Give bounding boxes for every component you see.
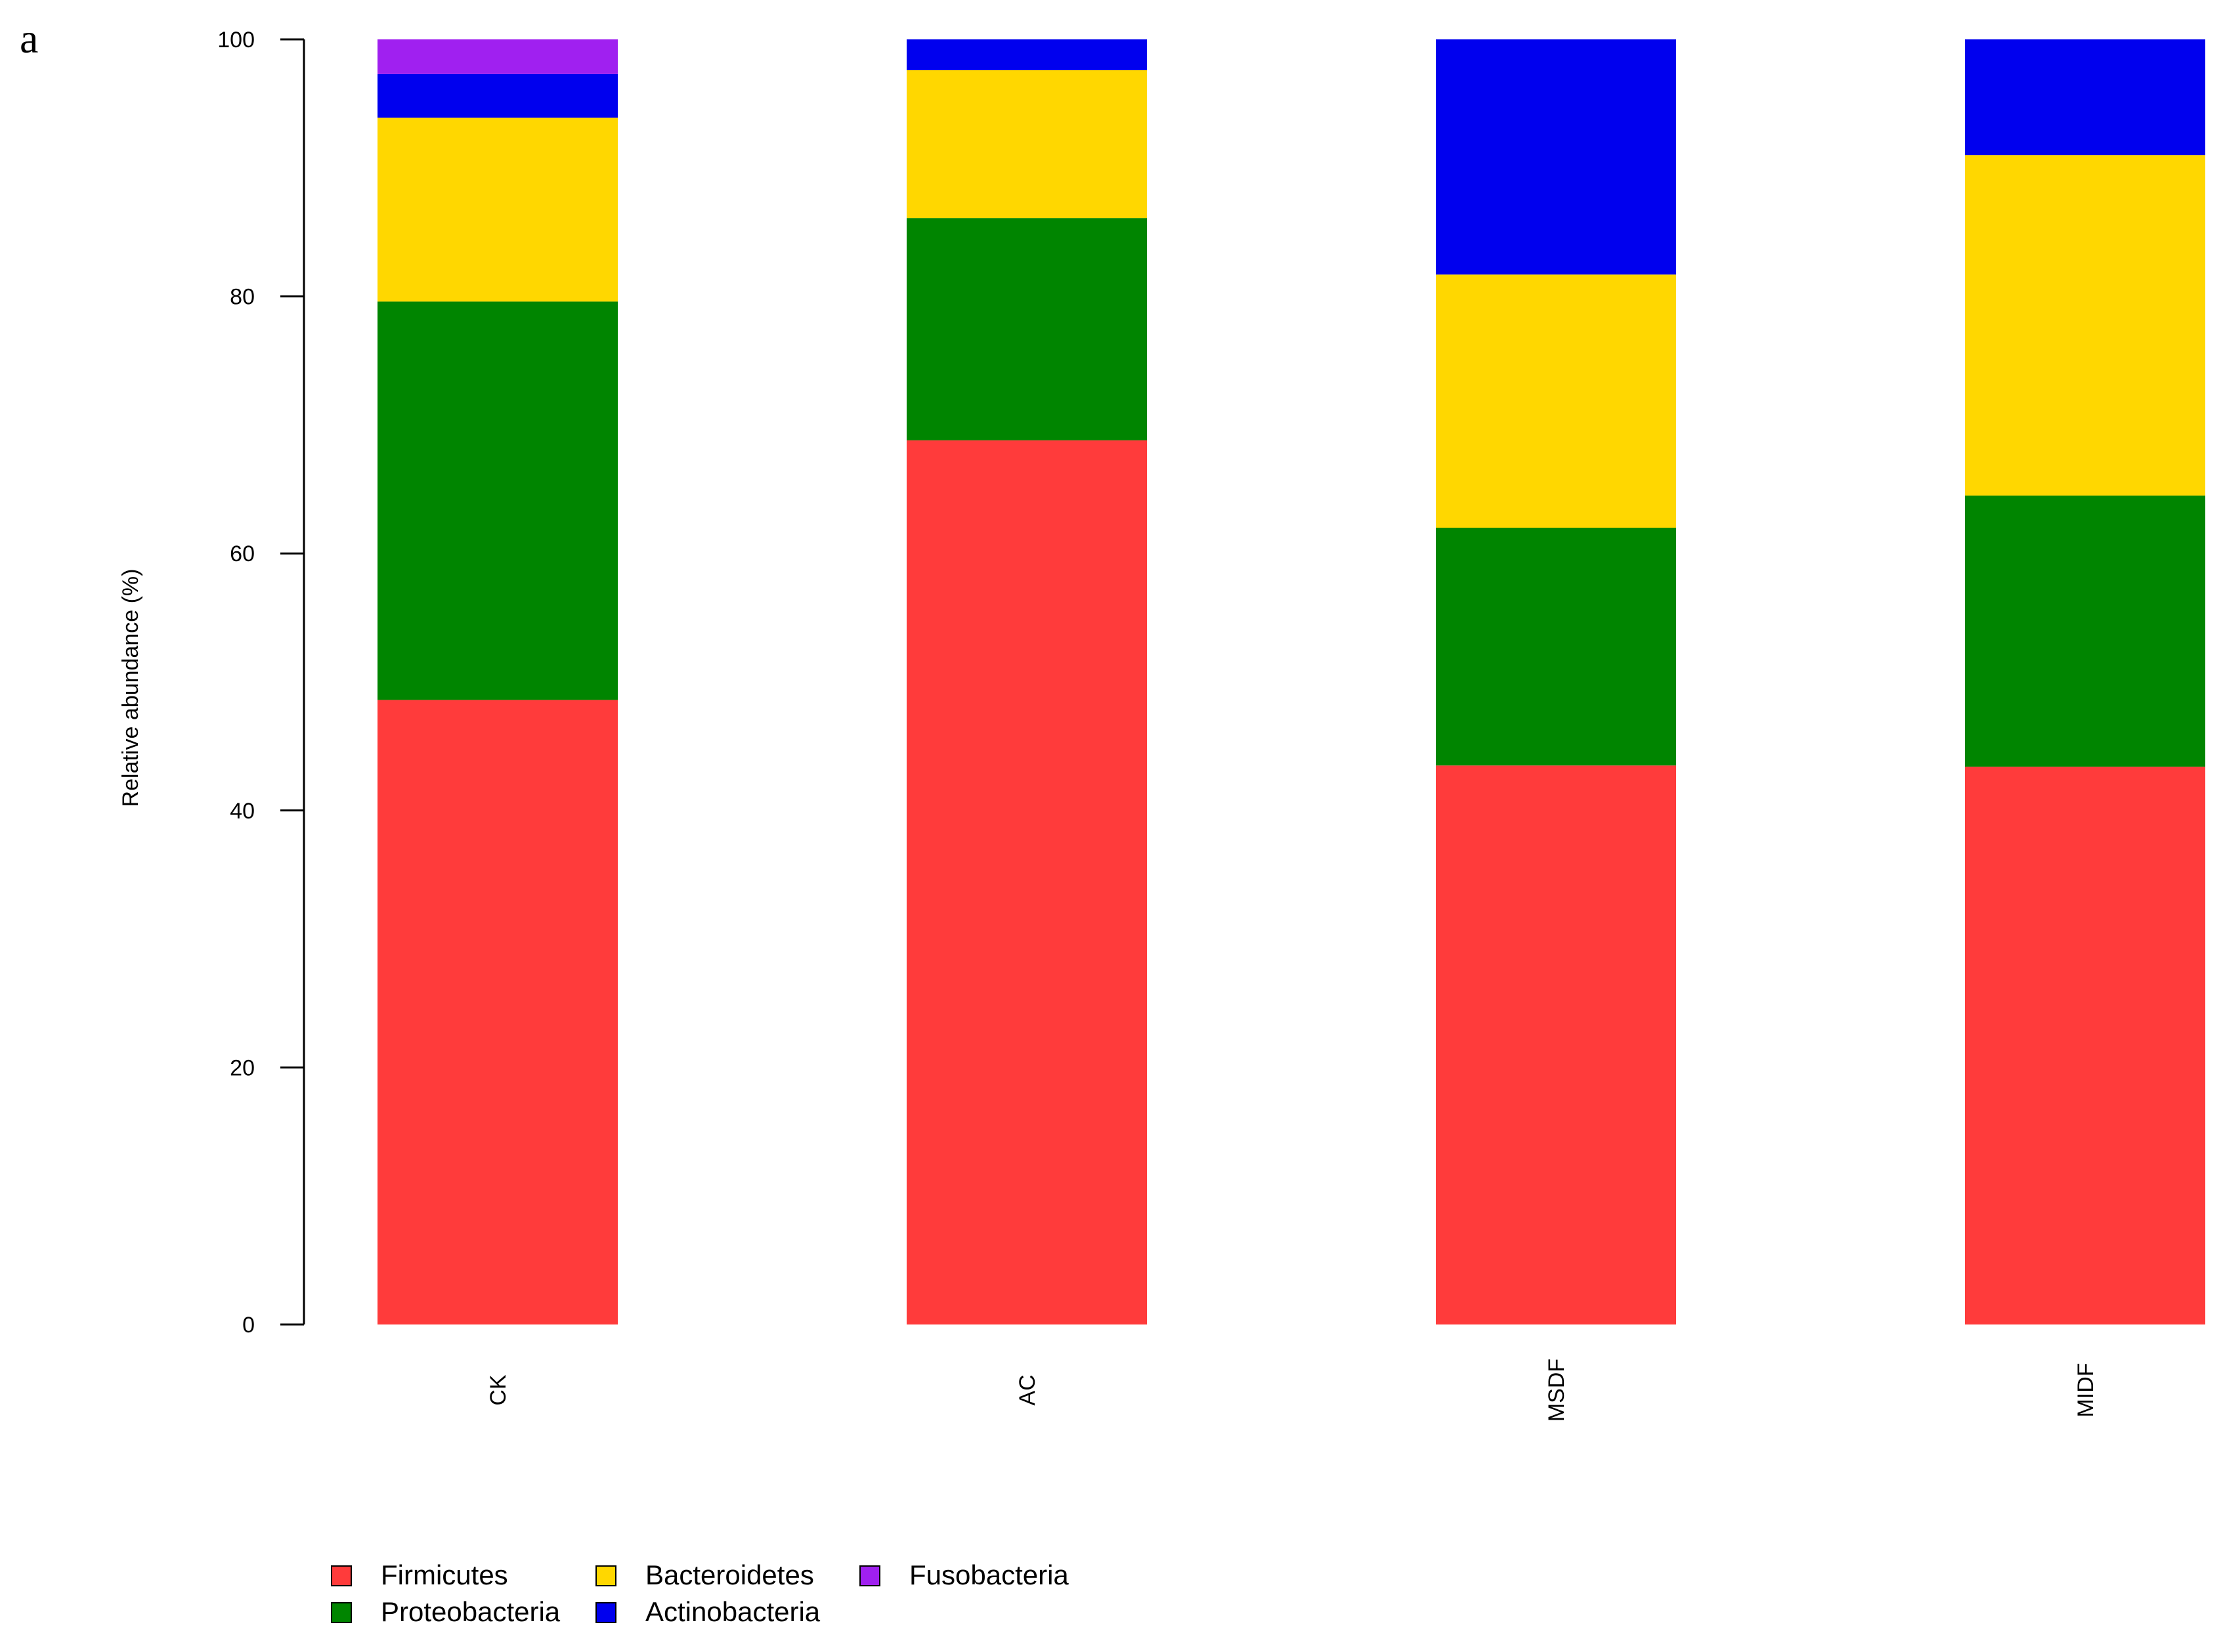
legend: Firmicutes Proteobacteria Bacteroidetes Act… xyxy=(331,1559,1069,1627)
category-labels: CK AC MSDF MIDF xyxy=(486,1359,2098,1422)
bar-segment-msdf-actinobacteria xyxy=(1436,39,1676,275)
category-label-ck: CK xyxy=(486,1374,511,1406)
bar-segment-midf-proteobacteria xyxy=(1965,496,2205,767)
legend-swatch-firmicutes xyxy=(331,1565,352,1586)
bar-segment-msdf-firmicutes xyxy=(1436,765,1676,1324)
y-axis: 0 20 40 60 80 100 xyxy=(217,28,305,1338)
legend-swatch-actinobacteria xyxy=(595,1602,616,1623)
category-label-msdf: MSDF xyxy=(1544,1359,1569,1422)
legend-swatch-proteobacteria xyxy=(331,1602,352,1623)
bar-segment-ac-actinobacteria xyxy=(907,39,1147,70)
legend-label-proteobacteria: Proteobacteria xyxy=(381,1596,561,1627)
y-axis-label: Relative abundance (%) xyxy=(118,569,143,807)
bar-segment-ac-bacteroidetes xyxy=(907,70,1147,219)
category-label-midf: MIDF xyxy=(2073,1363,2098,1417)
bar-segment-midf-actinobacteria xyxy=(1965,39,2205,156)
bars xyxy=(378,39,2205,1324)
y-tick-label: 80 xyxy=(230,285,255,310)
bar-segment-ac-firmicutes xyxy=(907,440,1147,1324)
bar-segment-ck-actinobacteria xyxy=(378,74,618,118)
legend-label-actinobacteria: Actinobacteria xyxy=(645,1596,821,1627)
category-label-ac: AC xyxy=(1015,1374,1040,1405)
y-tick-label: 60 xyxy=(230,541,255,566)
legend-label-firmicutes: Firmicutes xyxy=(381,1559,508,1590)
legend-swatch-bacteroidetes xyxy=(595,1565,616,1586)
y-tick-label: 40 xyxy=(230,799,255,824)
legend-swatch-fusobacteria xyxy=(859,1565,880,1586)
legend-label-fusobacteria: Fusobacteria xyxy=(909,1559,1069,1590)
bar-segment-midf-firmicutes xyxy=(1965,767,2205,1324)
y-tick-label: 0 xyxy=(242,1313,255,1338)
legend-label-bacteroidetes: Bacteroidetes xyxy=(645,1559,814,1590)
y-tick-label: 20 xyxy=(230,1055,255,1080)
bar-segment-ck-proteobacteria xyxy=(378,301,618,700)
bar-segment-ck-bacteroidetes xyxy=(378,117,618,302)
bar-segment-ck-fusobacteria xyxy=(378,39,618,74)
bar-segment-msdf-proteobacteria xyxy=(1436,528,1676,766)
y-tick-label: 100 xyxy=(217,28,255,53)
bar-segment-msdf-bacteroidetes xyxy=(1436,274,1676,528)
bar-segment-midf-bacteroidetes xyxy=(1965,155,2205,496)
bar-segment-ck-firmicutes xyxy=(378,700,618,1324)
panel-label: a xyxy=(20,15,38,62)
bar-segment-ac-proteobacteria xyxy=(907,218,1147,440)
